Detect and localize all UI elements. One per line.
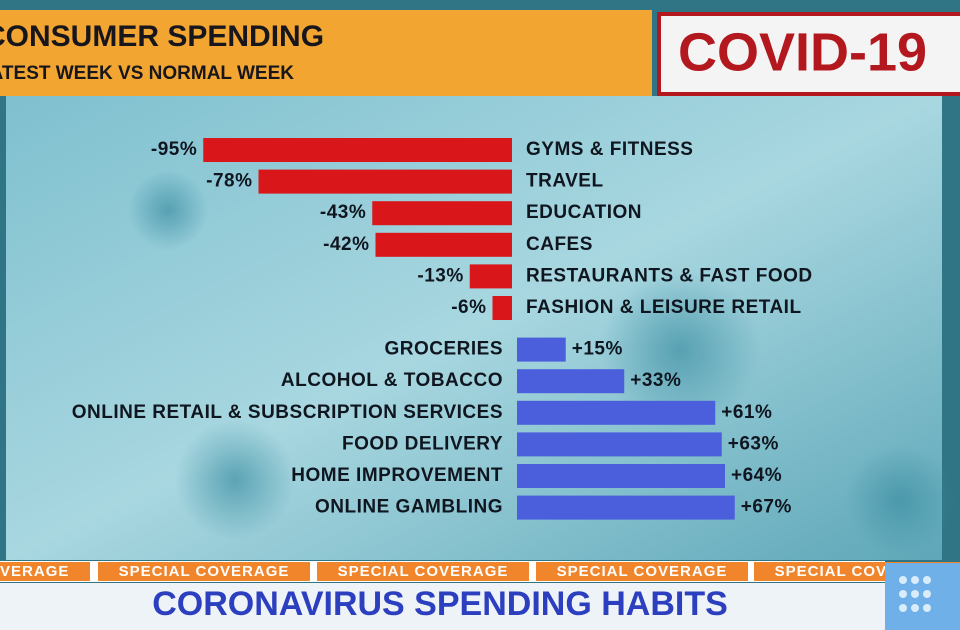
- bar: [517, 432, 722, 457]
- value-label: -13%: [417, 265, 463, 286]
- bar: [258, 169, 512, 194]
- category-label: GROCERIES: [384, 339, 503, 360]
- bar: [492, 296, 512, 320]
- header-title: CONSUMER SPENDING: [0, 20, 324, 53]
- category-label: EDUCATION: [526, 202, 642, 223]
- value-label: +63%: [728, 433, 779, 454]
- value-label: +64%: [731, 465, 782, 486]
- value-label: -78%: [206, 171, 252, 192]
- bar: [372, 201, 512, 226]
- virus-decor: [128, 170, 208, 250]
- badge-text: COVID-19: [678, 22, 927, 82]
- category-label: ALCOHOL & TOBACCO: [281, 370, 503, 391]
- category-label: ONLINE RETAIL & SUBSCRIPTION SERVICES: [72, 402, 503, 423]
- chart-panel: [6, 96, 942, 560]
- bar: [517, 369, 625, 394]
- category-label: HOME IMPROVEMENT: [291, 465, 503, 486]
- logo-box: [885, 563, 960, 630]
- value-label: -6%: [451, 297, 486, 318]
- category-label: ONLINE GAMBLING: [315, 497, 503, 518]
- ticker-box: [98, 562, 310, 581]
- category-label: RESTAURANTS & FAST FOOD: [526, 265, 813, 286]
- value-label: -95%: [151, 139, 197, 160]
- bar: [203, 138, 512, 162]
- virus-decor: [175, 420, 295, 540]
- category-label: FOOD DELIVERY: [342, 433, 503, 454]
- ticker-text: SPECIAL COVERAGE: [119, 563, 290, 580]
- ticker-box: [0, 562, 90, 581]
- virus-decor: [845, 445, 955, 555]
- bar: [517, 495, 735, 520]
- ticker-box: [317, 562, 529, 581]
- value-label: -42%: [323, 234, 369, 255]
- value-label: -43%: [320, 202, 366, 223]
- ticker-text: SPECIAL COVERAGE: [338, 563, 509, 580]
- value-label: +33%: [630, 370, 681, 391]
- bar: [517, 400, 716, 425]
- logo: [899, 576, 931, 612]
- banner-band: [0, 583, 885, 630]
- header-band: [0, 10, 652, 96]
- badge-box: [657, 12, 960, 96]
- virus-decor: [600, 270, 760, 430]
- category-label: FASHION & LEISURE RETAIL: [526, 297, 802, 318]
- ticker-text: SPECIAL COVERAGE: [557, 563, 728, 580]
- category-label: TRAVEL: [526, 171, 604, 192]
- value-label: +61%: [721, 402, 772, 423]
- value-label: +67%: [741, 497, 792, 518]
- value-label: +15%: [572, 339, 623, 360]
- category-label: CAFES: [526, 234, 593, 255]
- banner-text: CORONAVIRUS SPENDING HABITS: [152, 585, 728, 623]
- bar: [375, 232, 512, 257]
- bar: [469, 264, 512, 289]
- ticker-text: SPECIAL COVERAGE: [0, 563, 69, 580]
- bar: [517, 337, 566, 362]
- bar: [517, 464, 725, 488]
- ticker: SPECIAL COVERAGE SPECIAL COVERAGE SPECIAL …: [0, 561, 960, 582]
- category-label: GYMS & FITNESS: [526, 139, 693, 160]
- ticker-box: [536, 562, 748, 581]
- header-subtitle: LATEST WEEK VS NORMAL WEEK: [0, 63, 294, 84]
